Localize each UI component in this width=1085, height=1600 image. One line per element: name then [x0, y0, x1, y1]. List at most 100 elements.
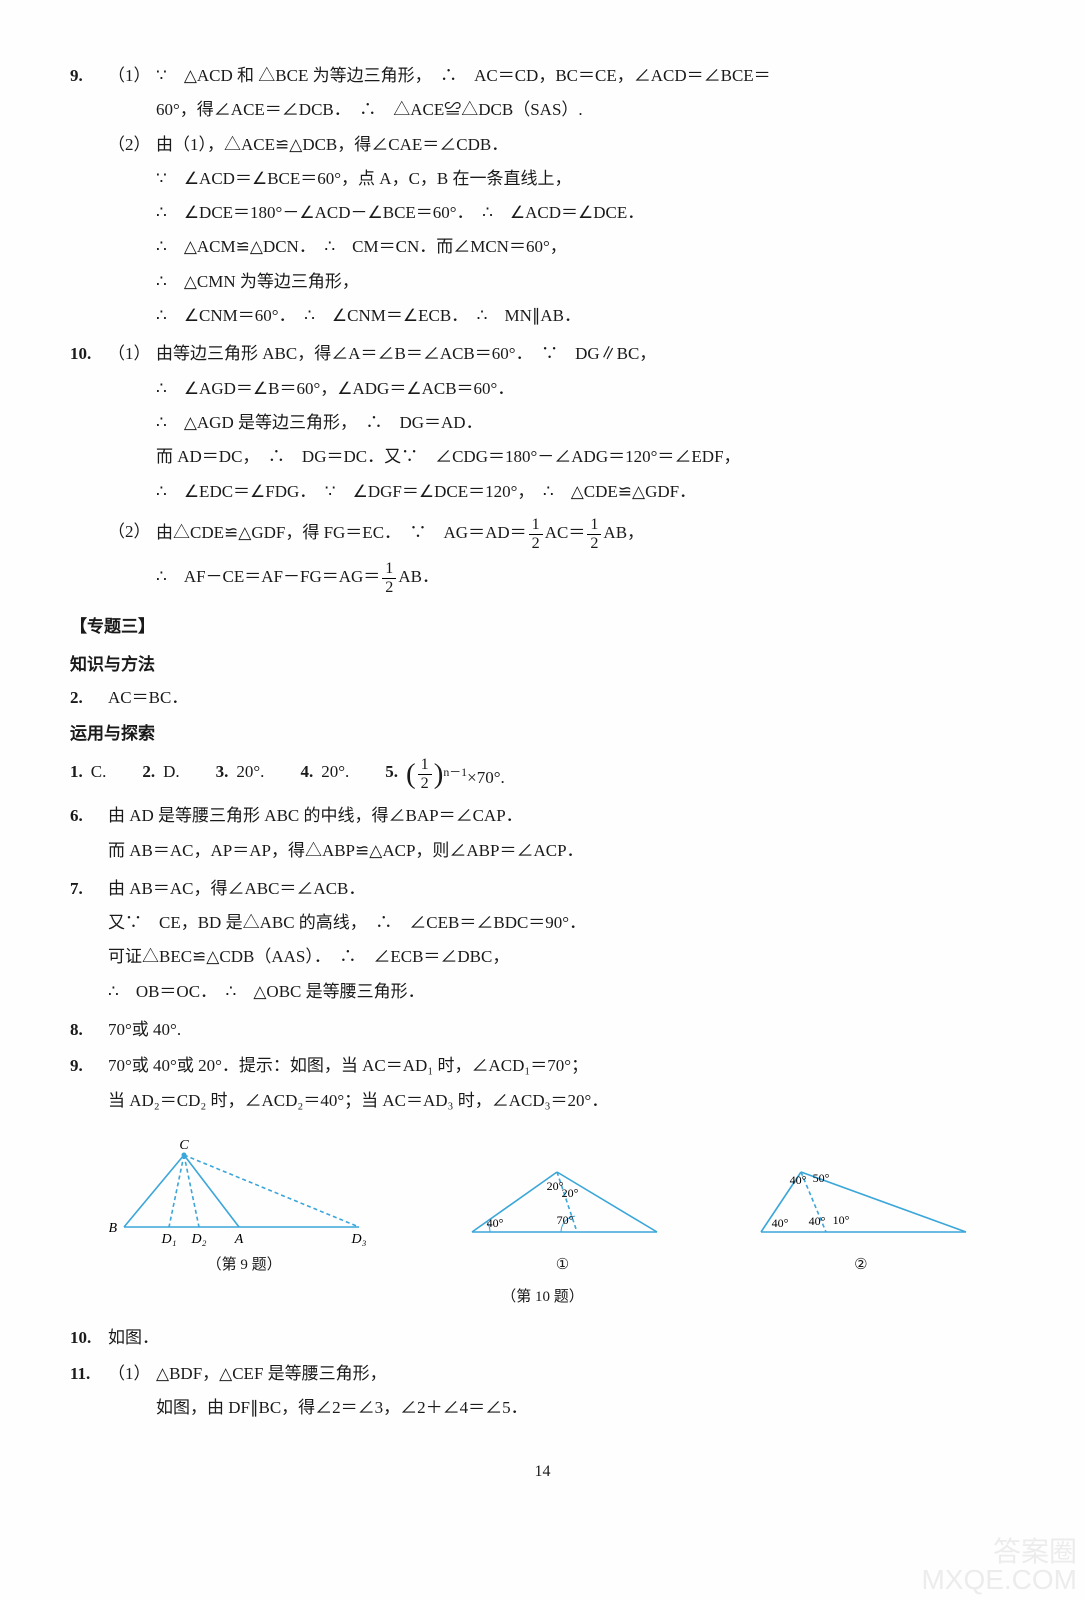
figure-10-circ2: ② [746, 1251, 976, 1280]
q10b-num: 10. [70, 1322, 108, 1354]
q8-num: 8. [70, 1014, 108, 1046]
question-10b: 10. 如图． [70, 1322, 1015, 1354]
svg-text:40°: 40° [789, 1173, 806, 1187]
q9-p1-label: （1） [108, 60, 156, 92]
q9-p2-label: （2） [108, 129, 156, 161]
question-8: 8. 70°或 40°. [70, 1014, 1015, 1046]
ans-2: 2.D. [142, 756, 179, 794]
q7-l1: 由 AB＝AC，得∠ABC＝∠ACB． [108, 873, 1015, 905]
q6-body: 由 AD 是等腰三角形 ABC 的中线，得∠BAP＝∠CAP． 而 AB＝AC，… [108, 800, 1015, 869]
q9b-l1: 70°或 40°或 20°．提示：如图，当 AC＝AD₁ 时，∠ACD₁＝70°… [108, 1050, 1015, 1082]
kf2-num: 2. [70, 682, 108, 714]
q6-num: 6. [70, 800, 108, 869]
q11-num: 11. [70, 1358, 108, 1427]
svg-text:B: B [109, 1221, 117, 1236]
q10-number: 10. [70, 338, 108, 599]
q9-p1-l2: 60°，得∠ACE＝∠DCB． ∴ △ACE≌△DCB（SAS）. [108, 94, 1015, 126]
question-11: 11. （1） △BDF，△CEF 是等腰三角形， 如图，由 DF∥BC，得∠2… [70, 1358, 1015, 1427]
q10-p2-l1b: AC＝ [545, 523, 586, 542]
answers-row: 1.C. 2.D. 3.20°. 4. 20°. 5. (12)n－1×70°. [70, 756, 1015, 794]
q9-p2-l2: ∵ ∠ACD＝∠BCE＝60°，点 A，C，B 在一条直线上， [108, 163, 1015, 195]
q9-number: 9. [70, 60, 108, 334]
ans1-num: 1. [70, 756, 83, 794]
question-10: 10. （1） 由等边三角形 ABC，得∠A＝∠B＝∠ACB＝60°． ∵ DG… [70, 338, 1015, 599]
q10-p1-l2: ∴ ∠AGD＝∠B＝60°，∠ADG＝∠ACB＝60°． [108, 373, 1015, 405]
q9-p1-l1: ∵ △ACD 和 △BCE 为等边三角形， ∴ AC＝CD，BC＝CE，∠ACD… [156, 60, 771, 92]
q9b-num: 9. [70, 1050, 108, 1119]
ans5-expr: (12)n－1×70°. [406, 756, 505, 794]
q7-l4: ∴ OB＝OC． ∴ △OBC 是等腰三角形． [108, 976, 1015, 1008]
fraction-half-3: 12 [382, 560, 396, 597]
q10-p2-l2: ∴ AF－CE＝AF－FG＝AG＝12AB． [108, 560, 1015, 597]
ans5-tail: ×70°. [467, 768, 505, 787]
question-9b: 9. 70°或 40°或 20°．提示：如图，当 AC＝AD₁ 时，∠ACD₁＝… [70, 1050, 1015, 1119]
kf-item-2: 2. AC＝BC． [70, 682, 1015, 714]
ans-3: 3.20°. [216, 756, 265, 794]
figure-10-svg-2: 40°40°10°40°50° [746, 1152, 976, 1247]
svg-text:D₃: D₃ [351, 1232, 367, 1247]
q6-l2: 而 AB＝AC，AP＝AP，得△ABP≌△ACP，则∠ABP＝∠ACP． [108, 835, 1015, 867]
q10-part1: （1） 由等边三角形 ABC，得∠A＝∠B＝∠ACB＝60°． ∵ DG∥BC， [108, 338, 1015, 370]
svg-text:40°: 40° [808, 1214, 825, 1228]
q10-p1-l4: 而 AD＝DC， ∴ DG＝DC．又∵ ∠CDG＝180°－∠ADG＝120°＝… [108, 441, 1015, 473]
q9-part2: （2） 由（1），△ACE≌△DCB，得∠CAE＝∠CDB． [108, 129, 1015, 161]
q11-body: （1） △BDF，△CEF 是等腰三角形， 如图，由 DF∥BC，得∠2＝∠3，… [108, 1358, 1015, 1427]
ans2-num: 2. [142, 756, 155, 794]
svg-text:20°: 20° [562, 1186, 579, 1200]
q9-p2-l4: ∴ △ACM≌△DCN． ∴ CM＝CN．而∠MCN＝60°， [108, 231, 1015, 263]
q10-p2-l2b: AB． [398, 568, 439, 587]
ans1-text: C. [91, 756, 107, 794]
q9-p2-l1: 由（1），△ACE≌△DCB，得∠CAE＝∠CDB． [156, 129, 508, 161]
q11-part1: （1） △BDF，△CEF 是等腰三角形， [108, 1358, 1015, 1390]
figure-9: BCAD₁D₂D₃ （第 9 题） [109, 1137, 379, 1280]
q9-p2-l3: ∴ ∠DCE＝180°－∠ACD－∠BCE＝60°． ∴ ∠ACD＝∠DCE． [108, 197, 1015, 229]
q10-part2: （2） 由△CDE≌△GDF，得 FG＝EC． ∵ AG＝AD＝12AC＝12A… [108, 516, 1015, 553]
page-number: 14 [70, 1457, 1015, 1487]
q10-p2-l2a: ∴ AF－CE＝AF－FG＝AG＝ [156, 568, 380, 587]
svg-text:D₂: D₂ [191, 1232, 207, 1247]
q9-p2-l6: ∴ ∠CNM＝60°． ∴ ∠CNM＝∠ECB． ∴ MN∥AB． [108, 300, 1015, 332]
svg-text:40°: 40° [487, 1216, 504, 1230]
ans-4: 4. 20°. [300, 756, 349, 794]
watermark-line2: MXQE.COM [921, 1566, 1077, 1594]
q11-p1-l1: △BDF，△CEF 是等腰三角形， [156, 1358, 387, 1390]
fraction-half-1: 12 [529, 516, 543, 553]
q10-p2-label: （2） [108, 516, 156, 553]
knowledge-methods-title: 知识与方法 [70, 649, 1015, 681]
svg-text:50°: 50° [812, 1171, 829, 1185]
svg-text:10°: 10° [832, 1213, 849, 1227]
figure-row: BCAD₁D₂D₃ （第 9 题） 40°70°20°20° ① 40°40°1… [70, 1137, 1015, 1280]
ans4-num: 4. [300, 756, 313, 794]
q10-p2-l1a: 由△CDE≌△GDF，得 FG＝EC． ∵ AG＝AD＝ [156, 523, 527, 542]
watermark-line1: 答案圈 [921, 1538, 1077, 1566]
q7-body: 由 AB＝AC，得∠ABC＝∠ACB． 又∵ CE，BD 是△ABC 的高线， … [108, 873, 1015, 1010]
q7-num: 7. [70, 873, 108, 1010]
q11-p1-label: （1） [108, 1358, 156, 1390]
figure-10-svg-1: 40°70°20°20° [457, 1152, 667, 1247]
q10-p2-l1c: AB， [603, 523, 644, 542]
q10-p1-l3: ∴ △AGD 是等边三角形， ∴ DG＝AD． [108, 407, 1015, 439]
watermark: 答案圈 MXQE.COM [921, 1538, 1077, 1594]
q9b-l2: 当 AD₂＝CD₂ 时，∠ACD₂＝40°；当 AC＝AD₃ 时，∠ACD₃＝2… [108, 1085, 1015, 1117]
ans-1: 1.C. [70, 756, 106, 794]
q9b-body: 70°或 40°或 20°．提示：如图，当 AC＝AD₁ 时，∠ACD₁＝70°… [108, 1050, 1015, 1119]
fraction-half-2: 12 [587, 516, 601, 553]
question-7: 7. 由 AB＝AC，得∠ABC＝∠ACB． 又∵ CE，BD 是△ABC 的高… [70, 873, 1015, 1010]
q10-p1-l1: 由等边三角形 ABC，得∠A＝∠B＝∠ACB＝60°． ∵ DG∥BC， [156, 338, 656, 370]
figure-10-left: 40°70°20°20° ① [457, 1152, 667, 1280]
figure-10-right: 40°40°10°40°50° ② [746, 1152, 976, 1280]
q9-p2-l5: ∴ △CMN 为等边三角形， [108, 266, 1015, 298]
ans5-num: 5. [385, 756, 398, 794]
kf2-text: AC＝BC． [108, 682, 188, 714]
figure-10-circ1: ① [457, 1251, 667, 1280]
ans4-text: 20°. [321, 756, 349, 794]
question-6: 6. 由 AD 是等腰三角形 ABC 的中线，得∠BAP＝∠CAP． 而 AB＝… [70, 800, 1015, 869]
svg-text:C: C [179, 1138, 189, 1153]
apply-explore-title: 运用与探索 [70, 718, 1015, 750]
q6-l1: 由 AD 是等腰三角形 ABC 的中线，得∠BAP＝∠CAP． [108, 800, 1015, 832]
q8-text: 70°或 40°. [108, 1014, 181, 1046]
q10-p1-label: （1） [108, 338, 156, 370]
ans2-text: D. [163, 756, 180, 794]
svg-text:A: A [234, 1232, 244, 1247]
figure-9-caption: （第 9 题） [109, 1251, 379, 1280]
